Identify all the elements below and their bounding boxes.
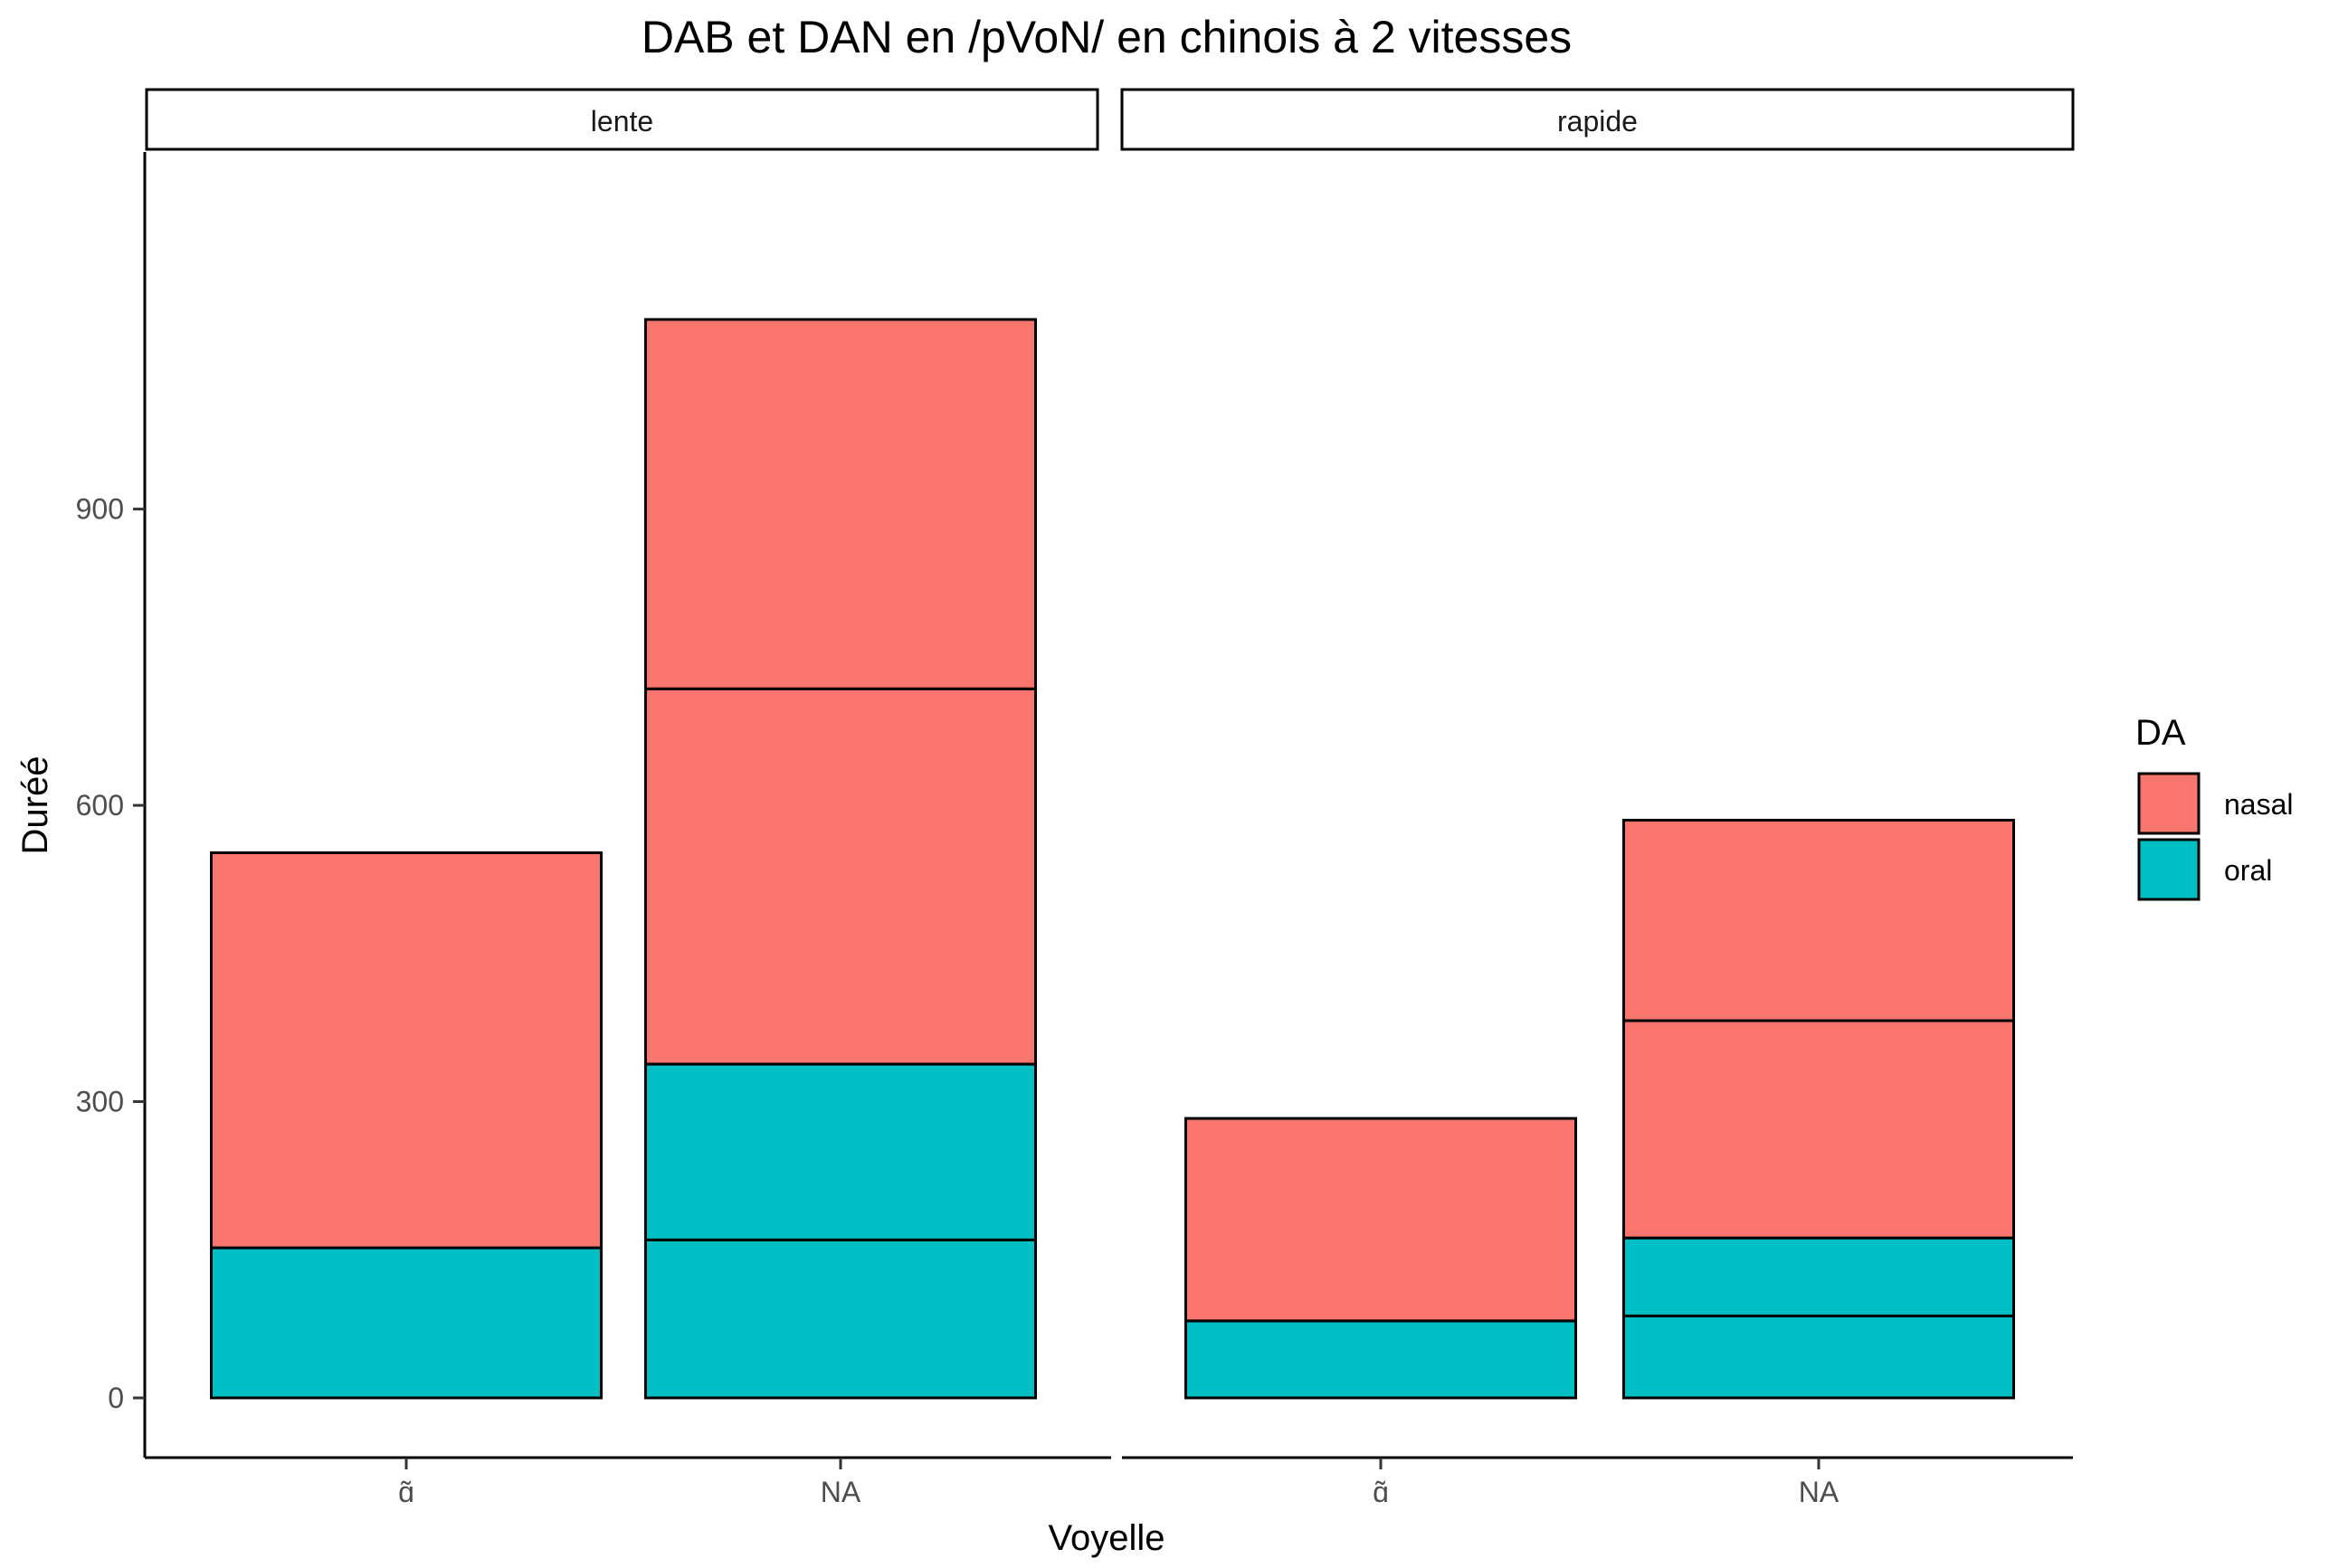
x-tick-label: ɑ̃ [398,1476,414,1508]
facet-strip [145,88,1099,151]
legend-label-oral: oral [2224,854,2272,887]
facet-strip-label: rapide [1557,105,1638,138]
bar-segment-nasal [1622,1019,2015,1240]
bar-segment-nasal [210,851,603,1250]
x-tick-label: NA [1799,1476,1839,1508]
facet-panels: lente ɑ̃ NA rapide ɑ̃ NA [145,88,2075,1508]
y-tick-label: 900 [76,493,124,526]
x-axis-title: Voyelle [1049,1518,1165,1558]
bar-segment-oral [1622,1236,2015,1317]
y-axis-title: Duréé [15,756,55,855]
bar-segment-nasal [644,318,1037,690]
bar-segment-nasal [1622,818,2015,1022]
facet-strip [1120,88,2075,151]
bar-segment-oral [1622,1314,2015,1400]
x-tick-label: ɑ̃ [1373,1476,1389,1508]
legend-key-oral [2137,838,2201,901]
bar-segment-oral [210,1246,603,1400]
x-tick-label: NA [821,1476,861,1508]
y-axis: 0 300 600 900 [76,152,147,1458]
legend: DA nasal oral [2135,713,2294,901]
y-tick-label: 300 [76,1086,124,1118]
bar-segment-oral [644,1062,1037,1241]
facet-strip-label: lente [591,105,653,138]
legend-items: nasal oral [2137,772,2294,901]
bar-segment-nasal [1184,1117,1577,1323]
chart-title: DAB et DAN en /pVoN/ en chinois à 2 vite… [642,12,1572,62]
facet-panel-rapide: rapide ɑ̃ NA [1120,88,2075,1508]
bar-segment-oral [644,1238,1037,1400]
legend-key-nasal [2137,772,2201,835]
y-tick-label: 600 [76,789,124,822]
legend-title: DA [2135,713,2186,753]
bar-segment-nasal [644,687,1037,1066]
facet-panel-lente: lente ɑ̃ NA [145,88,1111,1508]
legend-label-nasal: nasal [2224,788,2294,821]
bar-segment-oral [1184,1319,1577,1400]
y-tick-label: 0 [108,1382,124,1414]
y-ticks: 0 300 600 900 [76,493,145,1414]
